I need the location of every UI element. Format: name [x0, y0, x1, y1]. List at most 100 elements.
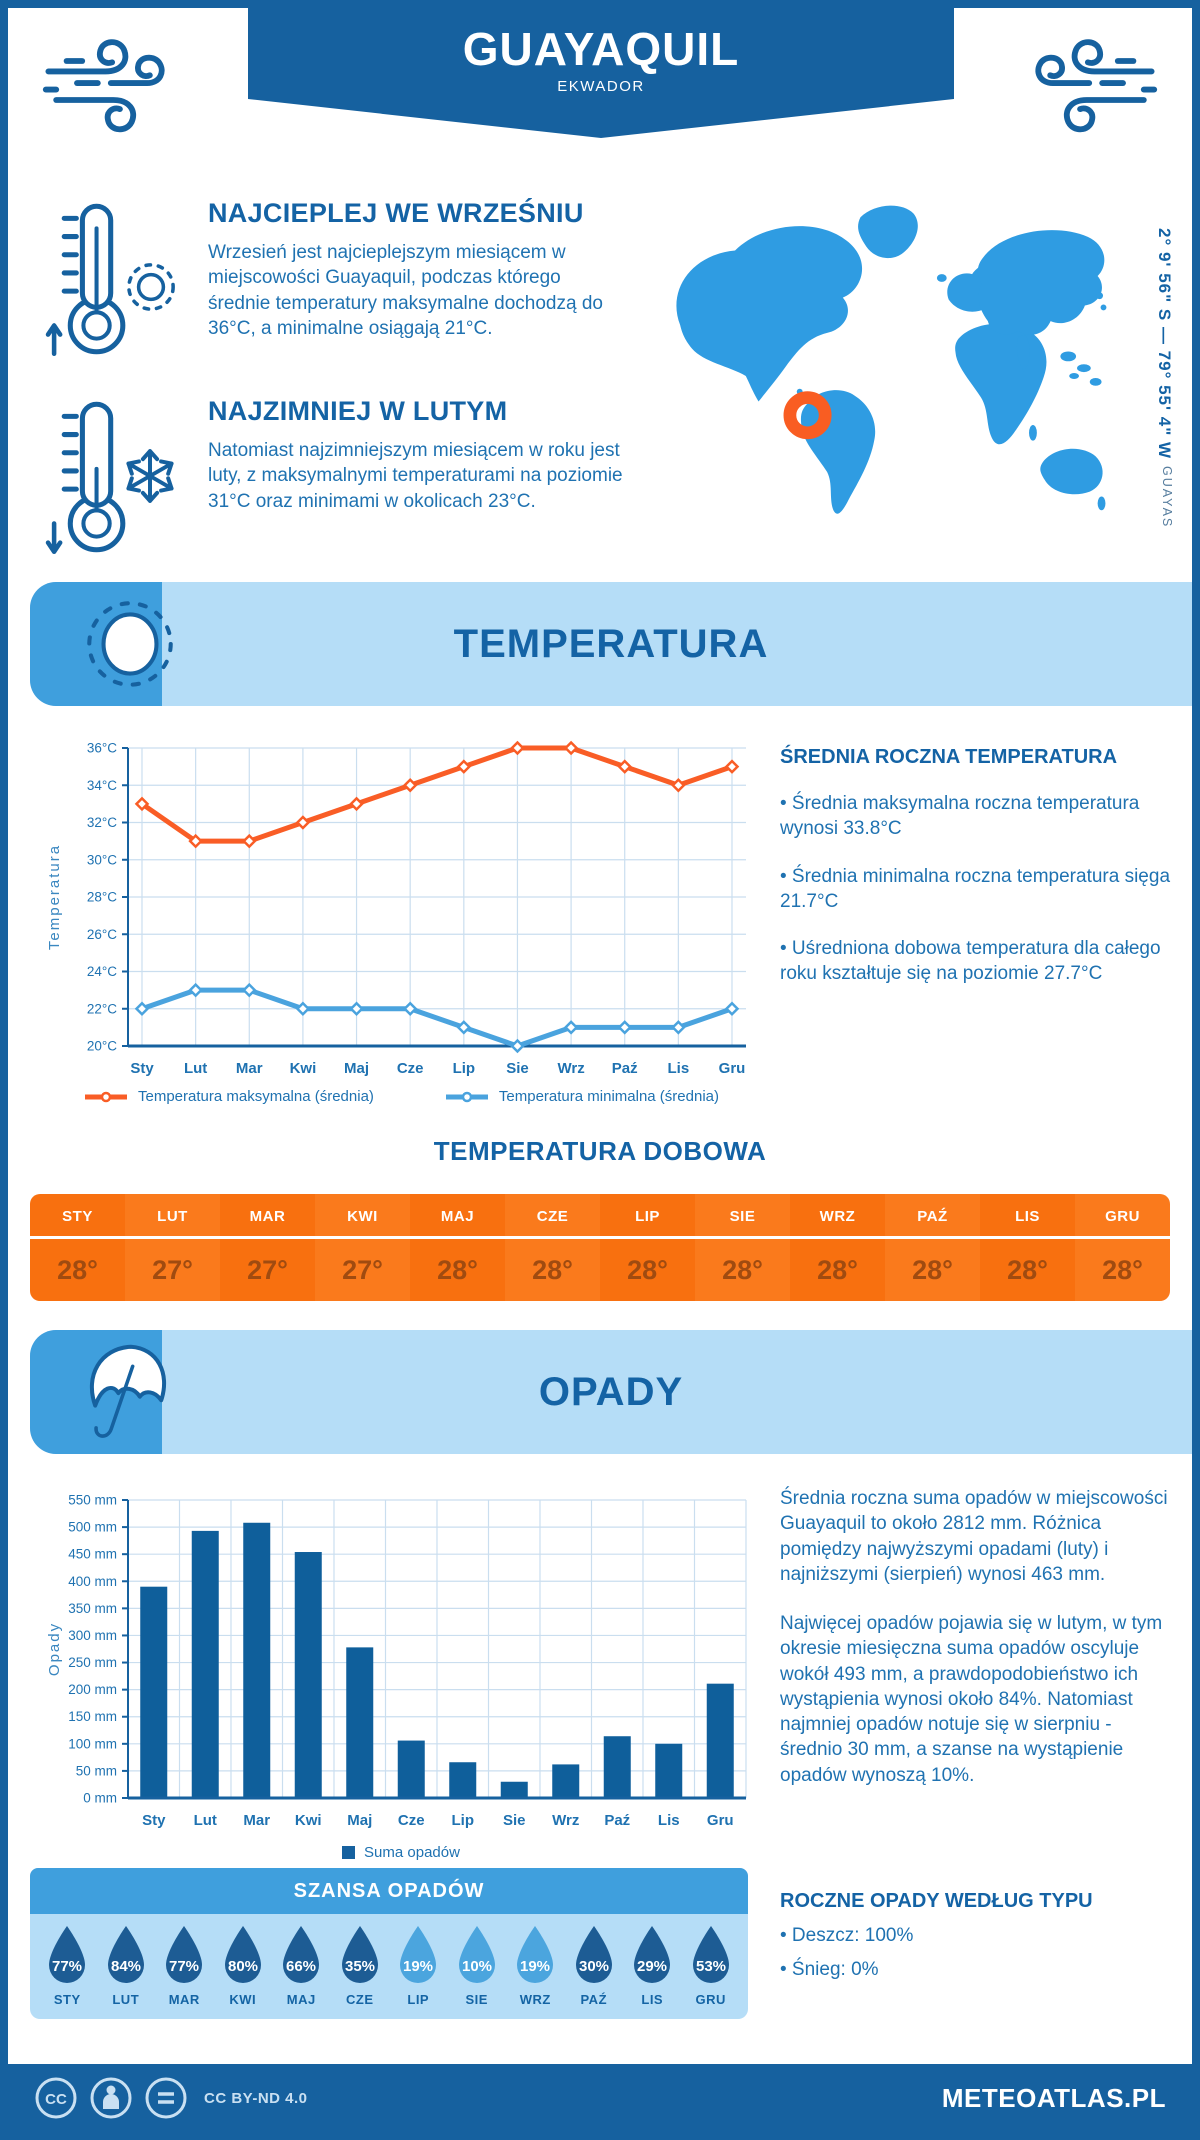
- month-cell: GRU: [1075, 1194, 1170, 1239]
- drop-month-label: LIP: [407, 1992, 430, 2007]
- svg-text:Lip: Lip: [453, 1060, 476, 1077]
- svg-text:350 mm: 350 mm: [68, 1601, 117, 1616]
- precipitation-section-banner: OPADY: [30, 1330, 1192, 1454]
- svg-text:Paź: Paź: [604, 1812, 630, 1829]
- svg-text:Lip: Lip: [452, 1812, 475, 1829]
- annual-temperature-panel: ŚREDNIA ROCZNA TEMPERATURA • Średnia mak…: [780, 746, 1172, 987]
- svg-text:28°C: 28°C: [87, 890, 117, 905]
- svg-text:Kwi: Kwi: [290, 1060, 317, 1077]
- temperature-section-banner: TEMPERATURA: [30, 582, 1192, 706]
- svg-text:500 mm: 500 mm: [68, 1520, 117, 1535]
- svg-text:Mar: Mar: [243, 1812, 270, 1829]
- drop-month-label: KWI: [229, 1992, 257, 2007]
- value-cell: 27°: [247, 1255, 288, 1285]
- svg-text:53%: 53%: [696, 1958, 726, 1975]
- bullet: • Średnia minimalna roczna temperatura s…: [780, 865, 1171, 912]
- svg-text:84%: 84%: [111, 1958, 141, 1975]
- temperature-line-chart: 20°C 22°C 24°C 26°C 28°C 30°C 32°C 34°C 36°C Sty L…: [46, 741, 746, 1077]
- raindrop-icon: 77%: [49, 1926, 86, 1983]
- table-column: MAR 27°: [220, 1194, 315, 1301]
- drop-month-label: PAŹ: [580, 1992, 608, 2007]
- svg-text:66%: 66%: [286, 1958, 316, 1975]
- month-cell: KWI: [315, 1194, 410, 1239]
- value-cell: 28°: [817, 1255, 858, 1285]
- svg-text:Cze: Cze: [397, 1060, 424, 1077]
- svg-text:30°C: 30°C: [87, 852, 117, 867]
- table-column: SIE 28°: [695, 1194, 790, 1301]
- thermometer-cold-icon: [45, 401, 126, 555]
- coordinates-label: 2° 9' 56" S — 79° 55' 4" W: [1155, 228, 1174, 460]
- svg-text:Wrz: Wrz: [557, 1060, 584, 1077]
- precipitation-types-bullets: • Deszcz: 100% • Śnieg: 0%: [780, 1925, 1172, 1981]
- svg-text:22°C: 22°C: [87, 1001, 117, 1016]
- svg-text:Gru: Gru: [707, 1812, 734, 1829]
- table-column: PAŹ 28°: [885, 1194, 980, 1301]
- page-subtitle: EKWADOR: [557, 78, 645, 95]
- value-cell: 28°: [437, 1255, 478, 1285]
- drop-month-label: SIE: [465, 1992, 488, 2007]
- month-cell: CZE: [505, 1194, 600, 1239]
- rain-chance-drop: 19% LIP: [391, 1924, 445, 2007]
- svg-text:250 mm: 250 mm: [68, 1655, 117, 1670]
- snowflake-icon: [122, 449, 178, 503]
- legend-marker: [342, 1846, 356, 1859]
- svg-text:Sty: Sty: [130, 1060, 154, 1077]
- raindrop-icon: 29%: [634, 1926, 671, 1983]
- legend-item: Temperatura minimalna (średnia): [444, 1088, 719, 1105]
- drop-month-label: LIS: [641, 1992, 664, 2007]
- annual-temperature-bullets: • Średnia maksymalna roczna temperatura …: [780, 791, 1172, 987]
- cold-month-text: Natomiast najzimniejszym miesiącem w rok…: [208, 440, 623, 512]
- svg-text:26°C: 26°C: [87, 927, 117, 942]
- table-column: KWI 27°: [315, 1194, 410, 1301]
- svg-text:Sie: Sie: [503, 1812, 526, 1829]
- precipitation-types-panel: ROCZNE OPADY WEDŁUG TYPU • Deszcz: 100% •…: [780, 1890, 1172, 1981]
- rain-chance-drop: 53% GRU: [684, 1924, 738, 2007]
- bar-chart-legend: Suma opadów: [44, 1844, 758, 1861]
- license-label: CC BY-ND 4.0: [204, 2089, 308, 2107]
- table-column: MAJ 28°: [410, 1194, 505, 1301]
- table-column: LIP 28°: [600, 1194, 695, 1301]
- cc-icon: CC: [35, 2077, 77, 2119]
- bullet: • Średnia maksymalna roczna temperatura …: [780, 793, 1140, 840]
- table-column: STY 28°: [30, 1194, 125, 1301]
- svg-text:Sty: Sty: [142, 1812, 166, 1829]
- drop-month-label: MAR: [168, 1992, 200, 2007]
- table-column: WRZ 28°: [790, 1194, 885, 1301]
- wind-icon: [1035, 39, 1158, 133]
- month-cell: MAR: [220, 1194, 315, 1239]
- raindrop-icon: 53%: [692, 1926, 729, 1983]
- bullet: • Śnieg: 0%: [780, 1959, 879, 1980]
- legend-marker: [84, 1091, 127, 1102]
- svg-text:150 mm: 150 mm: [68, 1709, 117, 1724]
- table-column: CZE 28°: [505, 1194, 600, 1301]
- raindrop-icon: 30%: [575, 1926, 612, 1983]
- svg-text:550 mm: 550 mm: [68, 1493, 117, 1508]
- value-cell: 27°: [152, 1255, 193, 1285]
- raindrop-icon: 66%: [283, 1926, 320, 1983]
- svg-text:24°C: 24°C: [87, 964, 117, 979]
- month-cell: STY: [30, 1194, 125, 1239]
- rain-chance-drop: 30% PAŹ: [567, 1924, 621, 2007]
- table-column: LUT 27°: [125, 1194, 220, 1301]
- svg-text:Maj: Maj: [347, 1812, 372, 1829]
- svg-text:Sie: Sie: [506, 1060, 529, 1077]
- drop-month-label: WRZ: [519, 1992, 551, 2007]
- footer: CC CC BY-ND 4.0 METEOATLAS.PL: [8, 2064, 1192, 2132]
- table-column: LIS 28°: [980, 1194, 1075, 1301]
- value-cell: 28°: [1007, 1255, 1048, 1285]
- brand-link[interactable]: METEOATLAS.PL: [941, 2082, 1166, 2113]
- precipitation-bar-chart: 0 mm 50 mm 100 mm 150 mm 200 mm 250 mm 300 mm 3…: [46, 1493, 747, 1829]
- legend-item: Temperatura maksymalna (średnia): [83, 1088, 374, 1105]
- svg-text:100 mm: 100 mm: [68, 1736, 117, 1751]
- cc-badge[interactable]: CC: [34, 2076, 188, 2120]
- rain-chance-drops: 77% STY 84% LUT 77% MAR 80% KWI 66% MAJ …: [30, 1914, 748, 2019]
- svg-text:Wrz: Wrz: [552, 1812, 579, 1829]
- daily-temperature-heading: TEMPERATURA DOBOWA: [433, 1136, 767, 1166]
- month-cell: LIP: [600, 1194, 695, 1239]
- raindrop-icon: 19%: [517, 1926, 554, 1983]
- drop-month-label: MAJ: [286, 1992, 316, 2007]
- precipitation-section-title: OPADY: [538, 1370, 684, 1414]
- rain-chance-block: SZANSA OPADÓW 77% STY 84% LUT 77% MAR 80…: [30, 1868, 748, 2019]
- month-cell: SIE: [695, 1194, 790, 1239]
